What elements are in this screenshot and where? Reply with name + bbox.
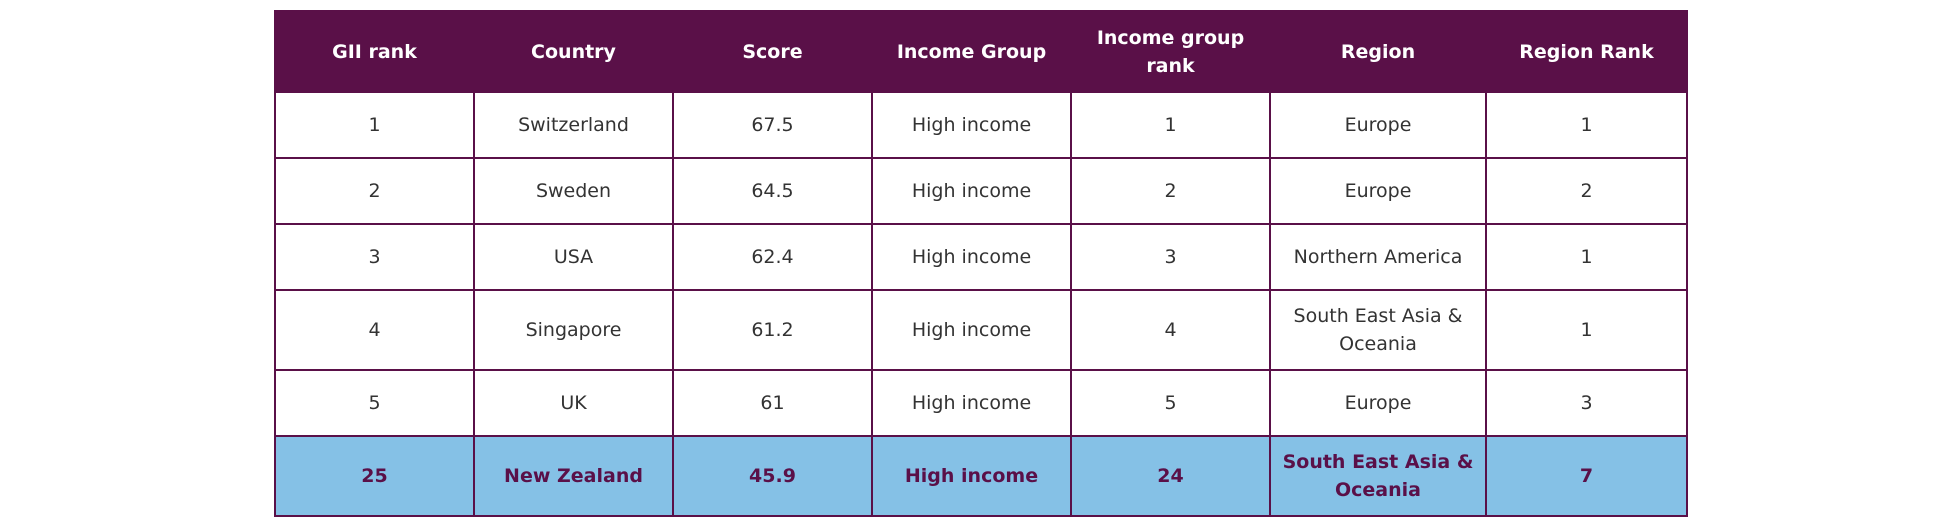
cell-income-group: High income [871,289,1072,371]
header-gii-rank: GII rank [274,10,475,93]
cell-income-group-rank: 3 [1070,223,1271,291]
cell-country: Sweden [473,157,674,225]
cell-score: 61 [672,369,873,437]
cell-region: Europe [1269,157,1487,225]
cell-country: USA [473,223,674,291]
table-row: 2 Sweden 64.5 High income 2 Europe 2 [274,157,1688,225]
cell-income-group-rank: 24 [1070,435,1271,517]
cell-region-rank: 3 [1485,369,1688,437]
header-country: Country [473,10,674,93]
cell-gii-rank: 25 [274,435,475,517]
cell-income-group: High income [871,91,1072,159]
cell-income-group-rank: 1 [1070,91,1271,159]
table-row: 3 USA 62.4 High income 3 Northern Americ… [274,223,1688,291]
gii-ranking-table-container: GII rank Country Score Income Group Inco… [274,10,1688,517]
cell-region-rank: 7 [1485,435,1688,517]
cell-region-rank: 2 [1485,157,1688,225]
table-body: 1 Switzerland 67.5 High income 1 Europe … [274,91,1688,517]
cell-income-group: High income [871,157,1072,225]
cell-region: South East Asia & Oceania [1269,435,1487,517]
cell-gii-rank: 4 [274,289,475,371]
cell-score: 64.5 [672,157,873,225]
header-region: Region [1269,10,1487,93]
cell-income-group: High income [871,223,1072,291]
cell-income-group-rank: 2 [1070,157,1271,225]
table-header: GII rank Country Score Income Group Inco… [274,10,1688,93]
cell-score: 62.4 [672,223,873,291]
cell-country: UK [473,369,674,437]
cell-country: Singapore [473,289,674,371]
header-income-group-rank: Income group rank [1070,10,1271,93]
cell-income-group-rank: 5 [1070,369,1271,437]
cell-region: Northern America [1269,223,1487,291]
header-region-rank: Region Rank [1485,10,1688,93]
cell-score: 45.9 [672,435,873,517]
cell-country: New Zealand [473,435,674,517]
highlighted-table-row: 25 New Zealand 45.9 High income 24 South… [274,435,1688,517]
cell-gii-rank: 5 [274,369,475,437]
gii-ranking-table: GII rank Country Score Income Group Inco… [274,10,1688,517]
cell-income-group-rank: 4 [1070,289,1271,371]
cell-region: Europe [1269,369,1487,437]
table-row: 5 UK 61 High income 5 Europe 3 [274,369,1688,437]
header-income-group: Income Group [871,10,1072,93]
cell-score: 61.2 [672,289,873,371]
cell-gii-rank: 2 [274,157,475,225]
table-row: 4 Singapore 61.2 High income 4 South Eas… [274,289,1688,371]
cell-score: 67.5 [672,91,873,159]
table-row: 1 Switzerland 67.5 High income 1 Europe … [274,91,1688,159]
header-row: GII rank Country Score Income Group Inco… [274,10,1688,93]
cell-region: South East Asia & Oceania [1269,289,1487,371]
cell-country: Switzerland [473,91,674,159]
header-score: Score [672,10,873,93]
cell-income-group: High income [871,435,1072,517]
cell-region-rank: 1 [1485,223,1688,291]
cell-gii-rank: 1 [274,91,475,159]
cell-region: Europe [1269,91,1487,159]
cell-income-group: High income [871,369,1072,437]
cell-region-rank: 1 [1485,289,1688,371]
cell-region-rank: 1 [1485,91,1688,159]
cell-gii-rank: 3 [274,223,475,291]
